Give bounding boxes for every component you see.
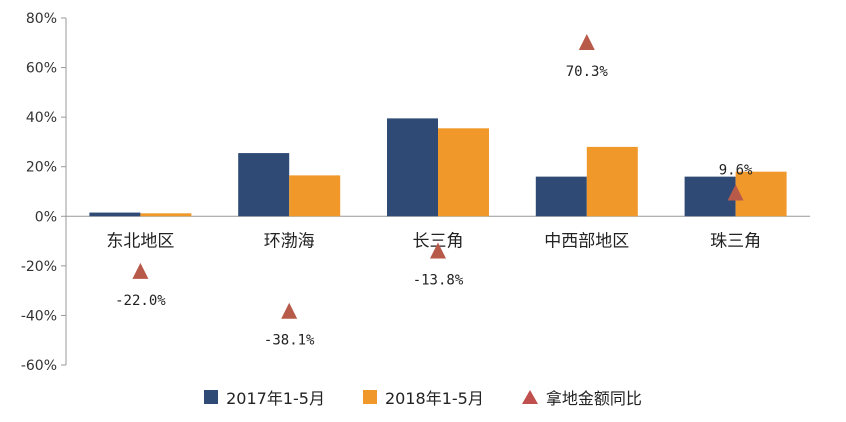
yoy-data-label: -13.8% — [413, 272, 464, 288]
yoy-data-label: 70.3% — [566, 64, 609, 80]
bar-2017 — [684, 176, 736, 217]
y-tick-label: 0% — [35, 209, 57, 225]
bar-2017 — [238, 153, 290, 217]
yoy-marker — [578, 34, 595, 51]
y-tick-label: 40% — [26, 110, 57, 126]
bar-2018 — [735, 171, 787, 217]
bars — [89, 118, 787, 217]
bar-2018 — [586, 146, 638, 217]
legend-item-yoy: 拿地金额同比 — [521, 385, 642, 409]
y-tick-label: -60% — [21, 358, 57, 374]
legend-swatch-2017 — [204, 390, 219, 404]
category-label: 东北地区 — [106, 231, 174, 251]
legend: 2017年1-5月 2018年1-5月 拿地金额同比 — [0, 382, 846, 412]
legend-item-2018: 2018年1-5月 — [362, 385, 484, 409]
yoy-marker — [281, 302, 298, 319]
bar-2017 — [535, 176, 587, 217]
legend-label-yoy: 拿地金额同比 — [545, 389, 642, 408]
legend-swatch-2018 — [362, 390, 377, 404]
category-label: 中西部地区 — [544, 231, 629, 251]
category-label: 珠三角 — [710, 231, 761, 251]
y-tick-label: -20% — [21, 259, 57, 275]
y-tick-label: 60% — [26, 61, 57, 77]
y-tick-label: -40% — [21, 308, 57, 324]
yoy-markers: -22.0% -38.1% -13.8% 70.3% 9.6% — [115, 34, 753, 349]
bar-2017 — [89, 212, 141, 217]
y-tick-label: 20% — [26, 160, 57, 176]
legend-item-2017: 2017年1-5月 — [204, 385, 325, 409]
yoy-data-label: 9.6% — [719, 162, 753, 178]
bar-2018 — [438, 128, 489, 217]
triangle-icon — [521, 390, 538, 404]
legend-label-2017: 2017年1-5月 — [226, 389, 325, 408]
yoy-data-label: -38.1% — [264, 333, 315, 349]
legend-label-2018: 2018年1-5月 — [384, 389, 484, 408]
yoy-data-label: -22.0% — [115, 293, 166, 309]
yoy-marker — [727, 184, 744, 201]
yoy-marker — [132, 262, 149, 279]
bar-2017 — [387, 118, 438, 217]
category-labels: 东北地区 环渤海 长三角 中西部地区 珠三角 — [106, 231, 761, 251]
category-label: 长三角 — [413, 231, 464, 251]
yoy-marker — [430, 242, 446, 259]
bar-2018 — [289, 175, 341, 217]
y-tick-label: 80% — [26, 11, 57, 27]
bar-2018 — [140, 213, 192, 217]
category-label: 环渤海 — [264, 231, 315, 251]
